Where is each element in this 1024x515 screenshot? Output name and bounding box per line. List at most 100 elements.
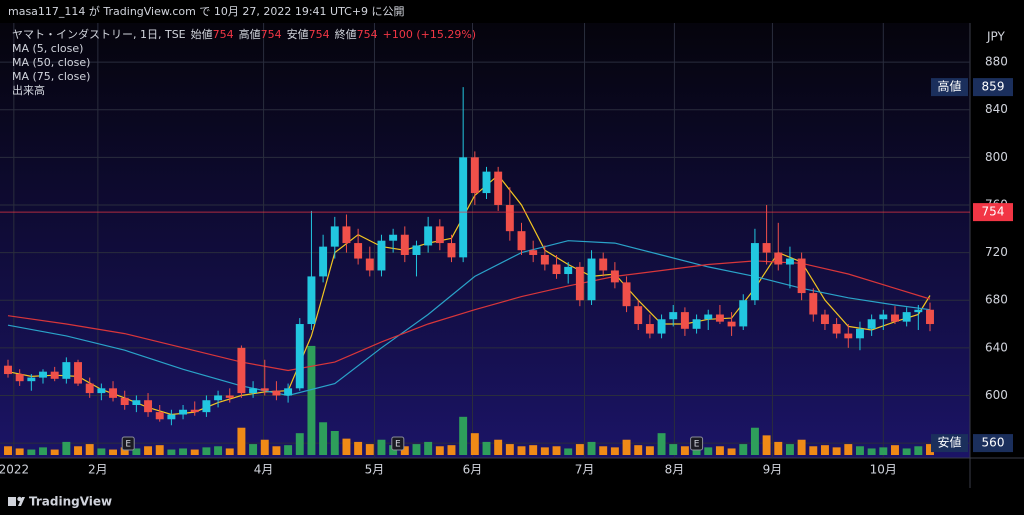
- candle-body: [319, 246, 328, 277]
- candle-body: [459, 157, 468, 258]
- volume-bar: [459, 416, 468, 455]
- ma-line: [7, 240, 931, 397]
- volume-bar: [330, 431, 339, 455]
- candle-body: [389, 234, 398, 241]
- volume-bar: [167, 449, 176, 455]
- candle-body: [4, 365, 12, 375]
- volume-bar: [424, 441, 433, 455]
- candle-body: [50, 371, 59, 379]
- candle-body: [27, 377, 36, 382]
- candle-body: [750, 243, 759, 301]
- candle-body: [412, 245, 421, 255]
- y-tick-label: 800: [985, 150, 1008, 164]
- candle-body: [599, 258, 608, 271]
- volume-bar: [926, 444, 934, 455]
- volume-bar: [832, 447, 841, 455]
- ohlc-label: 始値: [191, 27, 213, 41]
- volume-bar: [447, 445, 456, 455]
- marker-name: 安値: [937, 435, 961, 450]
- candle-body: [365, 258, 374, 271]
- x-tick-label: 4月: [254, 463, 274, 477]
- footer-bar: [0, 488, 1024, 515]
- volume-bar: [634, 445, 643, 455]
- event-box: [121, 436, 135, 451]
- candle-body: [832, 324, 841, 334]
- volume-bar: [50, 449, 59, 455]
- event-label: E: [694, 440, 700, 450]
- last-price-label: 754: [982, 205, 1005, 219]
- candle-body: [260, 388, 269, 391]
- candle-body: [891, 314, 899, 322]
- candle-body: [645, 324, 654, 334]
- change-value: +100 (+15.29%): [383, 28, 476, 41]
- volume-bar: [529, 445, 538, 455]
- volume-bar: [902, 448, 911, 455]
- candle-body: [797, 258, 806, 294]
- volume-bar: [15, 448, 24, 455]
- candle-body: [447, 243, 456, 258]
- x-tick-label: 2月: [88, 463, 108, 477]
- legend-ma: MA (5, close): [12, 42, 83, 55]
- volume-bar: [587, 441, 596, 455]
- volume-bar: [809, 446, 818, 455]
- volume-bar: [97, 448, 106, 455]
- volume-bar: [820, 445, 829, 455]
- candle-body: [109, 388, 118, 398]
- candle-body: [785, 258, 794, 265]
- candle-body: [669, 312, 678, 320]
- candle-body: [377, 240, 386, 271]
- volume-bar: [739, 444, 748, 455]
- volume-bar: [109, 449, 118, 455]
- volume-bar: [74, 446, 82, 455]
- candle-body: [400, 234, 409, 255]
- candle-body: [575, 266, 584, 301]
- y-tick-label: 720: [985, 245, 1008, 259]
- volume-bar: [155, 445, 164, 455]
- y-tick-label: 640: [985, 340, 1008, 354]
- volume-bar: [412, 444, 421, 455]
- volume-bar: [715, 446, 724, 455]
- candle-body: [926, 309, 934, 325]
- candle-body: [39, 371, 47, 378]
- candle-body: [704, 314, 713, 320]
- volume-bar: [27, 449, 36, 455]
- volume-bar: [564, 448, 573, 455]
- candle-body: [284, 388, 293, 396]
- candle-body: [634, 306, 643, 325]
- candle-body: [97, 388, 106, 394]
- marker-value: 859: [982, 80, 1005, 94]
- candle-body: [330, 226, 339, 247]
- event-label: E: [125, 440, 131, 450]
- candle-body: [879, 314, 888, 320]
- volume-bar: [272, 446, 281, 455]
- volume-bar: [225, 448, 234, 455]
- volume-bar: [237, 427, 246, 455]
- marker-name: 高値: [937, 79, 961, 94]
- volume-bar: [400, 446, 409, 455]
- volume-bar: [482, 441, 491, 455]
- volume-bar: [774, 441, 783, 455]
- volume-bar: [120, 447, 129, 455]
- footer-brand: TradingView: [29, 495, 112, 509]
- x-tick-label: 9月: [763, 463, 783, 477]
- candle-body: [202, 400, 211, 413]
- marker-name-box: [931, 78, 968, 97]
- candle-body: [540, 254, 549, 265]
- ohlc-label: 終値: [335, 27, 357, 41]
- candle-body: [354, 243, 363, 259]
- volume-bar: [214, 446, 223, 455]
- ohlc-value: 754: [261, 28, 282, 41]
- candle-body: [342, 226, 351, 244]
- candle-body: [680, 312, 689, 329]
- volume-bar: [179, 448, 188, 455]
- legend-ma: MA (50, close): [12, 56, 90, 69]
- candle-body: [622, 282, 631, 307]
- candle-body: [167, 414, 176, 420]
- candle-body: [15, 374, 24, 382]
- volume-bar: [505, 444, 514, 455]
- x-tick-label: 6月: [463, 463, 483, 477]
- volume-bar: [610, 447, 619, 455]
- volume-bar: [727, 448, 736, 455]
- volume-bar: [144, 446, 153, 455]
- ohlc-label: 高値: [239, 27, 261, 41]
